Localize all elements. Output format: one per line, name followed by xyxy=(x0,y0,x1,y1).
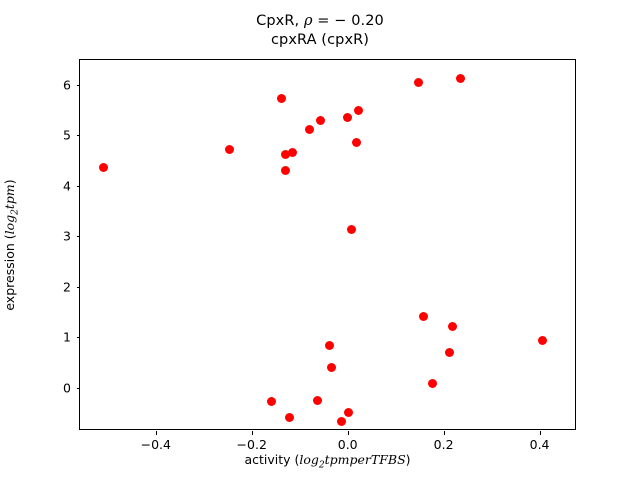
data-point xyxy=(336,416,346,426)
data-point xyxy=(225,145,235,155)
data-point xyxy=(455,73,465,83)
y-tick-mark xyxy=(76,135,80,137)
x-tick-label: −0.4 xyxy=(140,437,171,452)
data-point xyxy=(418,312,428,322)
x-tick-label: 0.2 xyxy=(433,437,454,452)
data-point xyxy=(538,336,548,346)
data-point xyxy=(344,408,354,418)
data-point xyxy=(288,148,298,158)
data-point xyxy=(347,225,357,235)
y-tick-label: 5 xyxy=(63,127,71,143)
y-tick-mark xyxy=(76,387,80,389)
data-point xyxy=(99,163,109,172)
data-point xyxy=(312,396,322,406)
x-tick-mark xyxy=(443,431,445,435)
y-tick-mark xyxy=(76,236,80,238)
title-line-1: CpxR, ρ = − 0.20 xyxy=(256,13,384,29)
data-point xyxy=(414,77,424,87)
y-tick-label: 4 xyxy=(63,178,71,194)
data-point xyxy=(325,341,335,351)
data-point xyxy=(448,321,458,331)
chart-title: CpxR, ρ = − 0.20 cpxRA (cpxR) xyxy=(0,12,640,50)
data-point xyxy=(281,149,291,159)
data-point xyxy=(343,112,353,122)
data-point xyxy=(353,105,363,115)
data-point xyxy=(351,138,361,148)
data-point xyxy=(316,115,326,125)
title-line-2: cpxRA (cpxR) xyxy=(270,32,370,49)
data-point xyxy=(305,125,315,135)
data-point xyxy=(281,166,291,176)
plot-axes: −0.4 −0.2 0.0 0.2 0.4 0 1 2 3 4 5 6 xyxy=(63,59,576,452)
x-tick-label: −0.2 xyxy=(236,437,267,452)
y-tick-mark xyxy=(76,286,80,288)
y-tick-mark xyxy=(76,84,80,86)
x-tick-mark xyxy=(347,431,349,435)
x-tick-mark xyxy=(155,431,157,435)
data-point xyxy=(285,413,295,423)
y-tick-mark xyxy=(76,337,80,339)
y-axis-label: expression (log2tpm) xyxy=(1,178,21,311)
y-tick-label: 1 xyxy=(63,329,71,345)
y-tick-label: 0 xyxy=(63,380,71,396)
y-tick-label: 3 xyxy=(63,228,71,244)
x-axis-label: activity (log2tpmperTFBS) xyxy=(244,452,411,471)
y-tick-mark xyxy=(76,185,80,187)
data-point xyxy=(428,378,438,388)
y-tick-label: 6 xyxy=(63,77,71,93)
data-point xyxy=(276,94,286,104)
x-tick-mark xyxy=(251,431,253,435)
y-tick-label: 2 xyxy=(63,279,71,295)
data-region xyxy=(80,60,575,429)
data-point xyxy=(445,347,455,357)
data-point xyxy=(267,396,277,406)
x-tick-mark xyxy=(539,431,541,435)
data-point xyxy=(327,362,337,372)
x-tick-label: 0.4 xyxy=(529,437,550,452)
x-tick-label: 0.0 xyxy=(337,437,358,452)
